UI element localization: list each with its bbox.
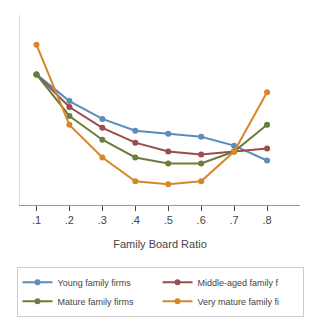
svg-text:Very mature family fi: Very mature family fi <box>198 297 280 307</box>
svg-text:Family Board Ratio: Family Board Ratio <box>113 238 207 250</box>
svg-text:.5: .5 <box>164 214 173 226</box>
svg-text:Mature family firms: Mature family firms <box>58 297 135 307</box>
svg-text:Young family firms: Young family firms <box>58 278 132 288</box>
svg-text:.3: .3 <box>98 214 107 226</box>
svg-text:.2: .2 <box>65 214 74 226</box>
svg-text:.1: .1 <box>32 214 41 226</box>
svg-text:.4: .4 <box>131 214 140 226</box>
svg-text:Middle-aged family f: Middle-aged family f <box>198 278 279 288</box>
svg-text:.8: .8 <box>262 214 271 226</box>
svg-text:.6: .6 <box>197 214 206 226</box>
svg-text:.7: .7 <box>230 214 239 226</box>
